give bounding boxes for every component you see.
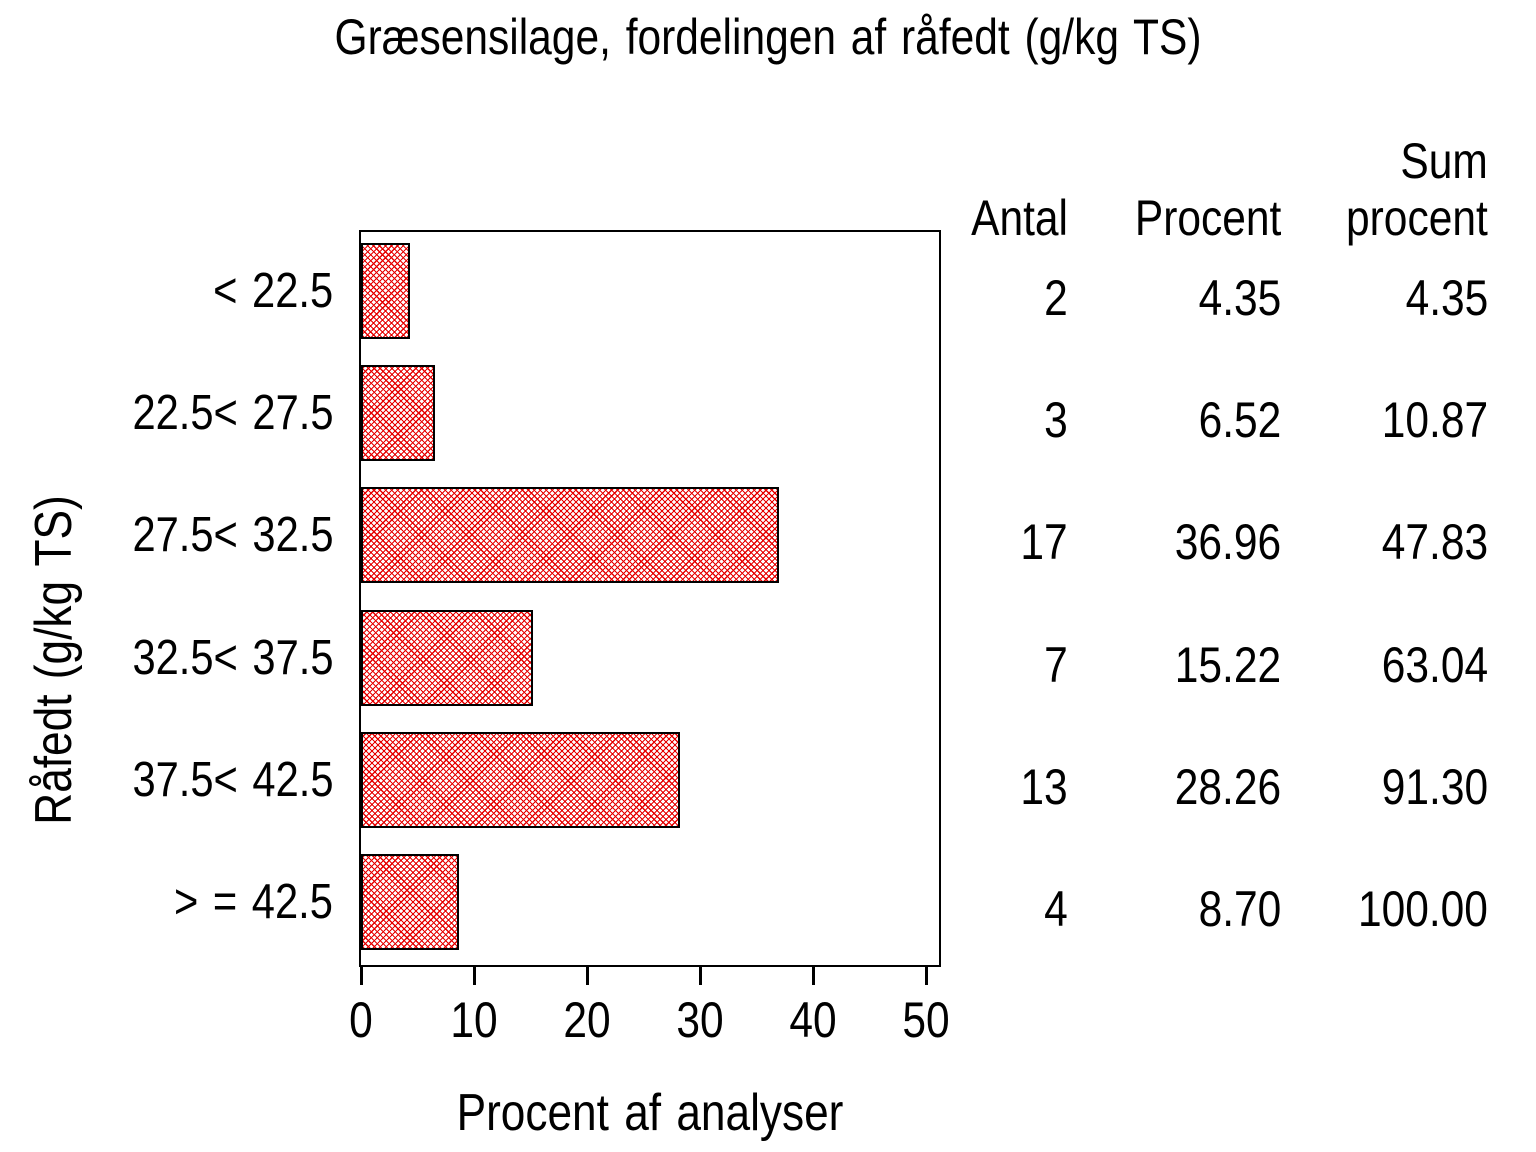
table-cell-antal-6: 4: [1044, 880, 1068, 937]
category-label-4: 32.5< 37.5: [131, 630, 333, 685]
category-label-5: 37.5< 42.5: [131, 752, 333, 807]
table-cell-sum-procent-2: 10.87: [1381, 392, 1488, 449]
table-cell-antal-1: 2: [1044, 270, 1068, 326]
x-tick-label-30: 30: [676, 992, 724, 1048]
table-cell-procent-6: 8.70: [1198, 880, 1281, 937]
bar-4: [361, 609, 533, 706]
table-cell-antal-4: 7: [1044, 636, 1068, 693]
x-tick-label-50: 50: [902, 992, 950, 1048]
x-axis-tick-40: [811, 965, 815, 985]
table-cell-procent-2: 6.52: [1198, 392, 1281, 449]
category-label-1: < 22.5: [213, 264, 333, 318]
table-cell-sum-procent-1: 4.35: [1405, 270, 1488, 326]
table-header-procent: Procent: [1134, 190, 1281, 246]
bar-1: [361, 243, 410, 339]
x-axis-label: Procent af analyser: [456, 1084, 844, 1142]
x-tick-label-20: 20: [563, 992, 611, 1048]
table-header-sum-line1: Sum: [1400, 133, 1488, 189]
category-label-2: 22.5< 27.5: [131, 386, 333, 441]
x-axis-tick-0: [359, 965, 363, 985]
bar-2: [361, 365, 435, 462]
table-cell-antal-5: 13: [1020, 758, 1068, 815]
table-cell-antal-3: 17: [1020, 514, 1068, 571]
table-header-sum-line2: procent: [1346, 190, 1488, 246]
x-tick-label-40: 40: [789, 992, 837, 1048]
x-axis-tick-30: [698, 965, 702, 985]
table-cell-sum-procent-5: 91.30: [1381, 758, 1488, 815]
table-cell-sum-procent-6: 100.00: [1358, 880, 1488, 937]
x-tick-label-0: 0: [349, 992, 373, 1048]
x-axis-tick-50: [924, 965, 928, 985]
table-cell-procent-5: 28.26: [1174, 758, 1281, 815]
table-cell-procent-4: 15.22: [1174, 636, 1281, 693]
table-header-antal: Antal: [971, 190, 1068, 246]
x-axis-tick-20: [585, 965, 589, 985]
table-cell-sum-procent-3: 47.83: [1381, 514, 1488, 571]
table-cell-antal-2: 3: [1044, 392, 1068, 449]
x-axis-tick-10: [472, 965, 476, 985]
table-cell-procent-1: 4.35: [1198, 270, 1281, 326]
bar-5: [361, 731, 680, 828]
bar-6: [361, 853, 459, 950]
table-cell-sum-procent-4: 63.04: [1381, 636, 1488, 693]
table-cell-procent-3: 36.96: [1174, 514, 1281, 571]
category-label-6: > = 42.5: [174, 874, 333, 929]
x-tick-label-10: 10: [450, 992, 498, 1048]
category-label-3: 27.5< 32.5: [131, 508, 333, 563]
plot-area: [359, 230, 941, 967]
chart-title: Græsensilage, fordelingen af råfedt (g/k…: [334, 9, 1202, 65]
bar-3: [361, 487, 779, 584]
